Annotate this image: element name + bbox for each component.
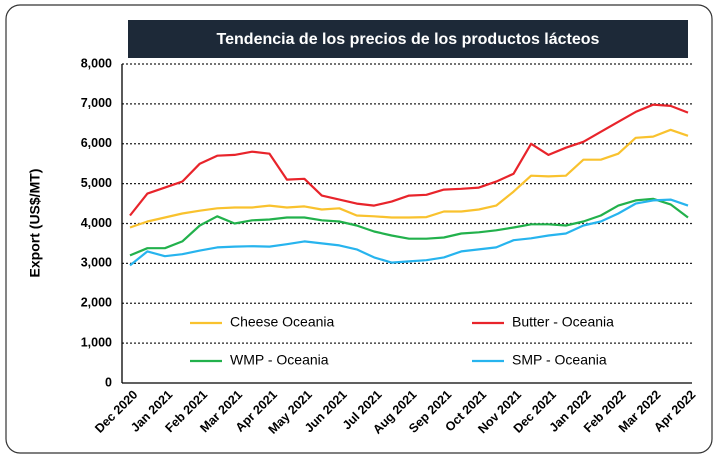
chart-title: Tendencia de los precios de los producto…	[217, 31, 600, 48]
y-tick-label: 7,000	[81, 96, 112, 110]
series-line	[129, 103, 689, 217]
series-line	[129, 197, 689, 257]
y-tick-label: 1,000	[81, 335, 112, 349]
title-banner	[128, 20, 688, 58]
frame	[5, 4, 713, 454]
legend-label: Cheese Oceania	[230, 314, 335, 330]
y-tick-label: 0	[105, 375, 112, 389]
legend-label: Butter - Oceania	[512, 314, 614, 330]
legend-label: SMP - Oceania	[512, 352, 607, 368]
y-tick-label: 8,000	[81, 56, 112, 70]
y-tick-label: 5,000	[81, 176, 112, 190]
series-line	[129, 198, 689, 267]
y-tick-label: 6,000	[81, 136, 112, 150]
y-tick-label: 4,000	[81, 216, 112, 230]
y-tick-label: 3,000	[81, 256, 112, 270]
y-tick-label: 2,000	[81, 296, 112, 310]
legend-label: WMP - Oceania	[230, 352, 329, 368]
series-line	[129, 128, 689, 229]
y-axis-label: Export (US$/MT)	[27, 169, 43, 278]
